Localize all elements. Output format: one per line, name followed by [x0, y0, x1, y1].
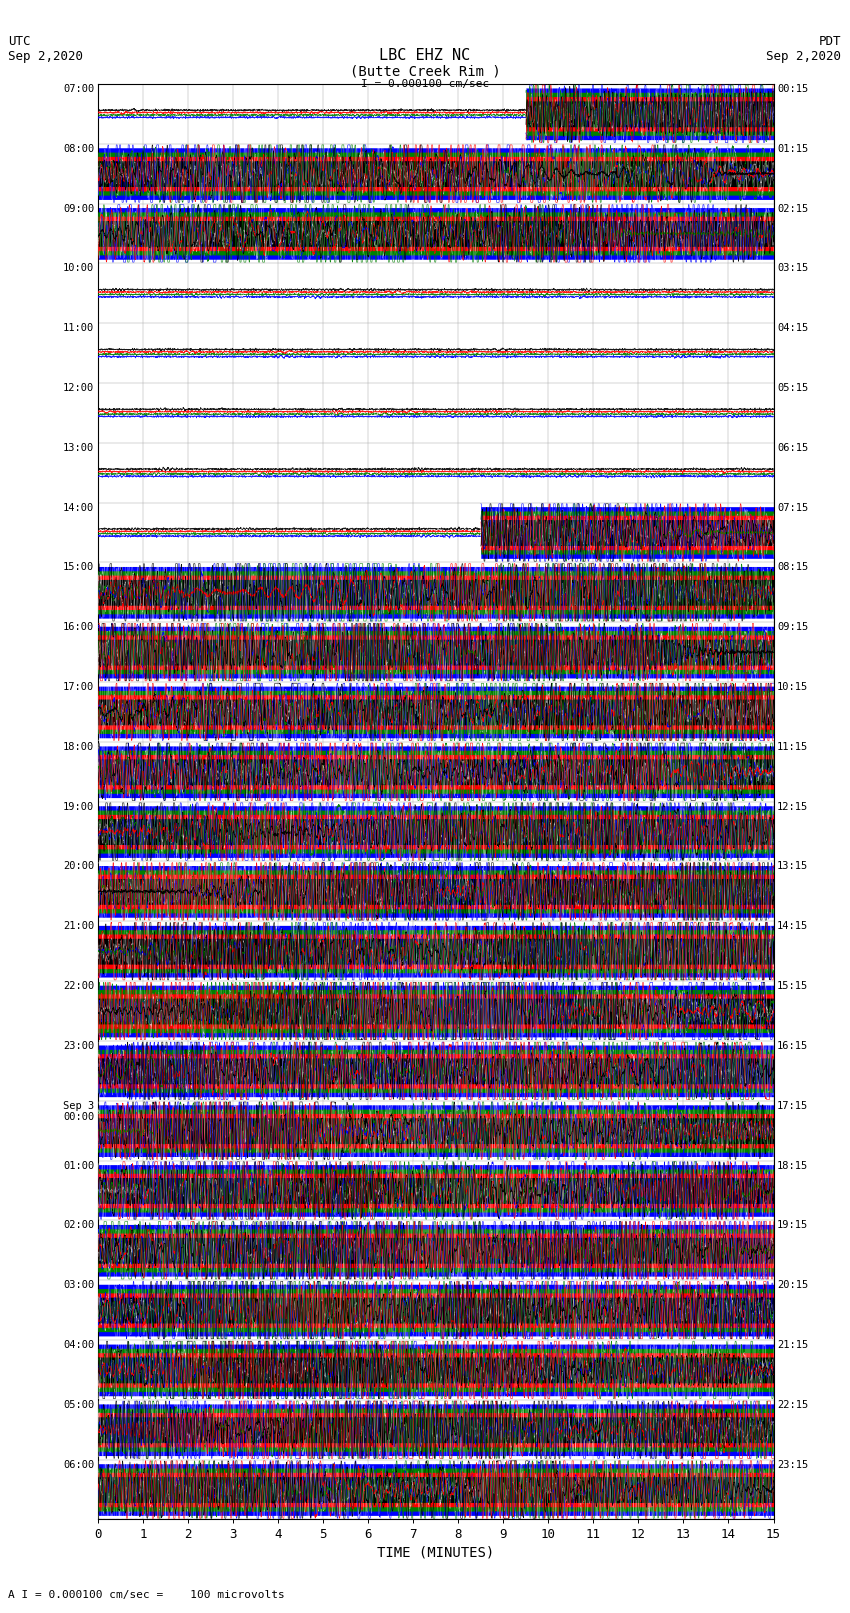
- Text: 21:00: 21:00: [63, 921, 94, 931]
- Text: 05:00: 05:00: [63, 1400, 94, 1410]
- Text: UTC: UTC: [8, 35, 31, 48]
- Text: (Butte Creek Rim ): (Butte Creek Rim ): [349, 65, 501, 79]
- Text: 00:15: 00:15: [777, 84, 808, 94]
- Text: 16:15: 16:15: [777, 1040, 808, 1052]
- Text: 05:15: 05:15: [777, 382, 808, 394]
- Text: 14:15: 14:15: [777, 921, 808, 931]
- Text: 16:00: 16:00: [63, 623, 94, 632]
- Text: 07:00: 07:00: [63, 84, 94, 94]
- Text: 03:15: 03:15: [777, 263, 808, 273]
- Text: 17:15: 17:15: [777, 1100, 808, 1111]
- Text: 06:15: 06:15: [777, 442, 808, 453]
- Text: Sep 3
00:00: Sep 3 00:00: [63, 1100, 94, 1123]
- Text: LBC EHZ NC: LBC EHZ NC: [379, 48, 471, 63]
- Text: 18:00: 18:00: [63, 742, 94, 752]
- Text: 15:15: 15:15: [777, 981, 808, 990]
- Text: 17:00: 17:00: [63, 682, 94, 692]
- Text: 15:00: 15:00: [63, 563, 94, 573]
- Text: 04:15: 04:15: [777, 323, 808, 334]
- Text: 04:00: 04:00: [63, 1340, 94, 1350]
- Text: 03:00: 03:00: [63, 1281, 94, 1290]
- Text: 11:15: 11:15: [777, 742, 808, 752]
- Text: 18:15: 18:15: [777, 1161, 808, 1171]
- Text: 22:00: 22:00: [63, 981, 94, 990]
- Text: 20:00: 20:00: [63, 861, 94, 871]
- Text: 20:15: 20:15: [777, 1281, 808, 1290]
- X-axis label: TIME (MINUTES): TIME (MINUTES): [377, 1545, 494, 1560]
- Text: 01:15: 01:15: [777, 144, 808, 153]
- Text: 06:00: 06:00: [63, 1460, 94, 1469]
- Text: 13:00: 13:00: [63, 442, 94, 453]
- Text: 14:00: 14:00: [63, 503, 94, 513]
- Text: 21:15: 21:15: [777, 1340, 808, 1350]
- Text: 13:15: 13:15: [777, 861, 808, 871]
- Text: 19:00: 19:00: [63, 802, 94, 811]
- Text: 10:15: 10:15: [777, 682, 808, 692]
- Text: 09:15: 09:15: [777, 623, 808, 632]
- Text: Sep 2,2020: Sep 2,2020: [767, 50, 842, 63]
- Text: 02:00: 02:00: [63, 1221, 94, 1231]
- Text: 10:00: 10:00: [63, 263, 94, 273]
- Text: 23:15: 23:15: [777, 1460, 808, 1469]
- Text: 07:15: 07:15: [777, 503, 808, 513]
- Text: 23:00: 23:00: [63, 1040, 94, 1052]
- Text: 08:00: 08:00: [63, 144, 94, 153]
- Text: PDT: PDT: [819, 35, 842, 48]
- Text: A I = 0.000100 cm/sec =    100 microvolts: A I = 0.000100 cm/sec = 100 microvolts: [8, 1590, 286, 1600]
- Text: I = 0.000100 cm/sec: I = 0.000100 cm/sec: [361, 79, 489, 89]
- Text: 12:15: 12:15: [777, 802, 808, 811]
- Text: 11:00: 11:00: [63, 323, 94, 334]
- Text: Sep 2,2020: Sep 2,2020: [8, 50, 83, 63]
- Text: 22:15: 22:15: [777, 1400, 808, 1410]
- Text: 08:15: 08:15: [777, 563, 808, 573]
- Text: 02:15: 02:15: [777, 203, 808, 213]
- Text: 19:15: 19:15: [777, 1221, 808, 1231]
- Text: 12:00: 12:00: [63, 382, 94, 394]
- Text: 01:00: 01:00: [63, 1161, 94, 1171]
- Text: 09:00: 09:00: [63, 203, 94, 213]
